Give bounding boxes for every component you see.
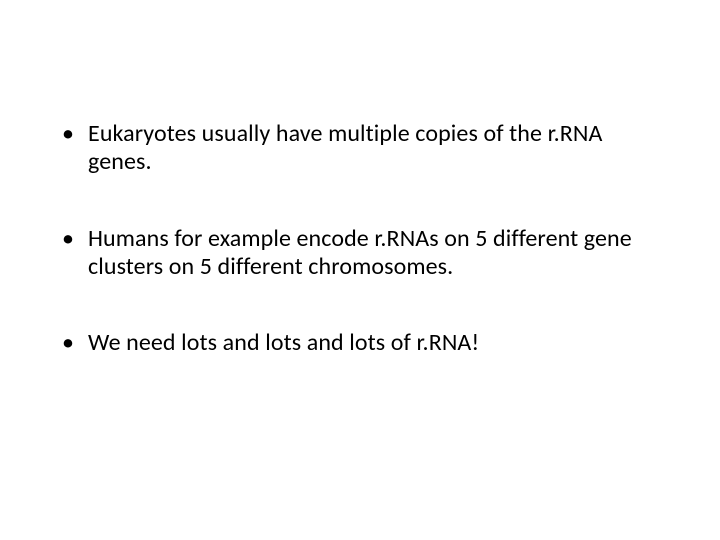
bullet-list: Eukaryotes usually have multiple copies … bbox=[60, 120, 660, 358]
bullet-text: Humans for example encode r.RNAs on 5 di… bbox=[88, 224, 632, 281]
bullet-text: We need lots and lots and lots of r.RNA! bbox=[88, 328, 479, 357]
list-item: Eukaryotes usually have multiple copies … bbox=[60, 120, 660, 177]
list-item: We need lots and lots and lots of r.RNA! bbox=[60, 329, 660, 357]
list-item: Humans for example encode r.RNAs on 5 di… bbox=[60, 225, 660, 282]
slide: Eukaryotes usually have multiple copies … bbox=[0, 0, 720, 540]
bullet-text: Eukaryotes usually have multiple copies … bbox=[88, 119, 603, 176]
